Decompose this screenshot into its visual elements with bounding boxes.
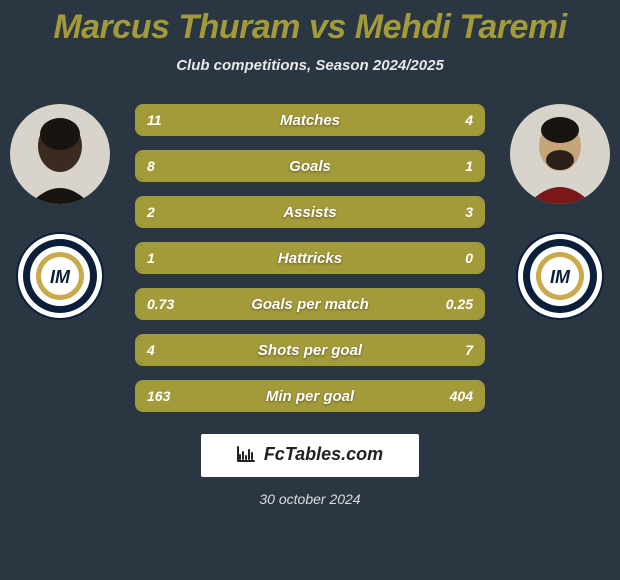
player1-avatar xyxy=(10,104,110,204)
svg-text:IM: IM xyxy=(50,267,71,287)
footer: FcTables.com xyxy=(0,434,620,477)
stat-row: 47Shots per goal xyxy=(135,334,485,366)
comparison-title: Marcus Thuram vs Mehdi Taremi xyxy=(0,0,620,47)
subtitle: Club competitions, Season 2024/2025 xyxy=(0,57,620,74)
svg-text:IM: IM xyxy=(550,267,571,287)
brand-text: FcTables.com xyxy=(264,444,383,464)
vs-text: vs xyxy=(309,8,346,46)
brand-badge: FcTables.com xyxy=(201,434,419,477)
stat-row: 163404Min per goal xyxy=(135,380,485,412)
stat-label: Hattricks xyxy=(137,244,483,272)
stat-bars: 114Matches 81Goals 23Assists 10Hattricks 0.7… xyxy=(135,104,485,412)
player2-avatar xyxy=(510,104,610,204)
stat-label: Matches xyxy=(137,106,483,134)
stat-label: Goals per match xyxy=(137,290,483,318)
stat-row: 114Matches xyxy=(135,104,485,136)
stat-row: 23Assists xyxy=(135,196,485,228)
stat-row: 0.730.25Goals per match xyxy=(135,288,485,320)
chart-area: IM IM 114Matches 81Goals 23Assists 10Hattri… xyxy=(0,104,620,424)
player1-name: Marcus Thuram xyxy=(53,8,300,46)
player1-club-logo: IM xyxy=(16,232,104,320)
stat-label: Shots per goal xyxy=(137,336,483,364)
stat-label: Min per goal xyxy=(137,382,483,410)
player2-club-logo: IM xyxy=(516,232,604,320)
player2-name: Mehdi Taremi xyxy=(355,8,567,46)
stat-label: Assists xyxy=(137,198,483,226)
stat-row: 81Goals xyxy=(135,150,485,182)
stat-label: Goals xyxy=(137,152,483,180)
stat-row: 10Hattricks xyxy=(135,242,485,274)
chart-icon xyxy=(237,446,260,466)
date-text: 30 october 2024 xyxy=(0,491,620,507)
